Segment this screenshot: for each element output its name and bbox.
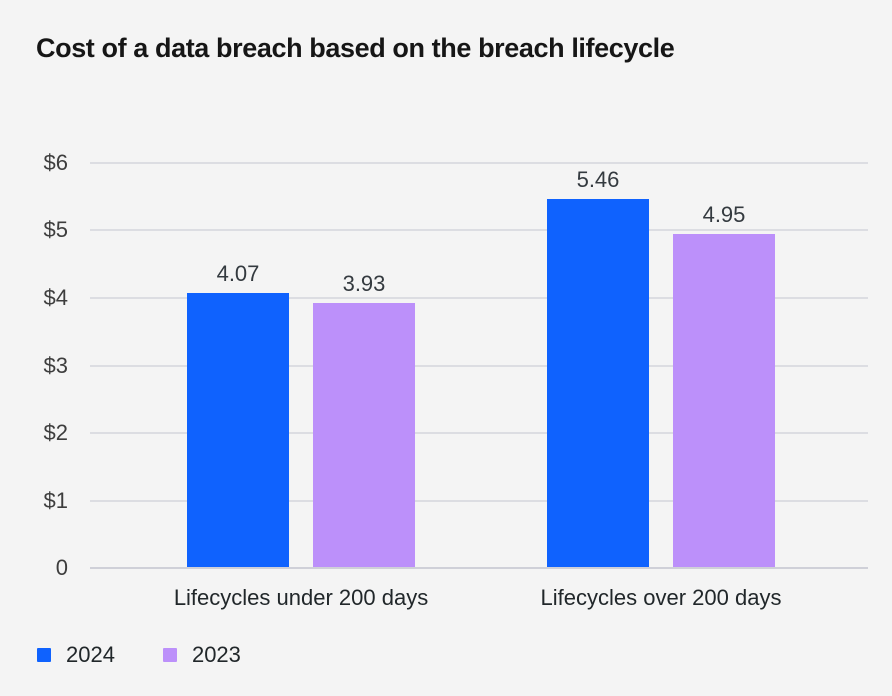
bar-2024: 4.07 [187, 263, 289, 568]
legend-swatch-2024 [37, 648, 51, 662]
legend-label: 2023 [191, 642, 241, 667]
bar-value-label: 5.46 [576, 167, 620, 193]
legend-item-2023: 2023 [162, 642, 241, 667]
y-tick-label: 0 [55, 555, 68, 580]
plot-area: 4.07 3.93 5.46 4.95 [90, 162, 868, 569]
y-tick-label: $4 [43, 284, 68, 310]
y-tick-label: $6 [43, 150, 68, 175]
legend-item-2024: 2024 [37, 644, 115, 666]
bar-value-label: 4.95 [702, 201, 746, 227]
x-axis-label: Lifecycles under 200 days [173, 585, 429, 610]
bar-value-label: 4.07 [216, 261, 260, 287]
gridline [90, 296, 868, 299]
gridline [90, 162, 868, 164]
chart-title: Cost of a data breach based on the breac… [36, 33, 675, 63]
gridline [90, 431, 868, 434]
y-axis: $6 $5 $4 $3 $2 $1 0 [0, 152, 68, 579]
bar-2023: 3.93 [313, 272, 415, 568]
x-axis-label: Lifecycles over 200 days [540, 585, 782, 610]
gridline [90, 499, 868, 502]
legend: 2024 2023 [37, 644, 241, 666]
bar-group: 5.46 4.95 [547, 163, 775, 568]
bar-group: 4.07 3.93 [187, 163, 415, 568]
gridline [90, 364, 868, 367]
y-tick-label: $2 [43, 419, 68, 445]
x-axis-baseline [90, 567, 868, 569]
x-axis: Lifecycles under 200 days Lifecycles over… [90, 585, 868, 615]
legend-swatch-2023 [162, 648, 177, 662]
bar-value-label: 3.93 [342, 270, 386, 296]
legend-label: 2024 [66, 642, 115, 667]
bar-2024: 5.46 [547, 169, 649, 568]
y-tick-label: $3 [43, 352, 68, 378]
gridline [90, 229, 868, 232]
y-tick-label: $5 [43, 217, 68, 243]
y-tick-label: $1 [43, 487, 68, 513]
bar-2023: 4.95 [673, 203, 775, 568]
